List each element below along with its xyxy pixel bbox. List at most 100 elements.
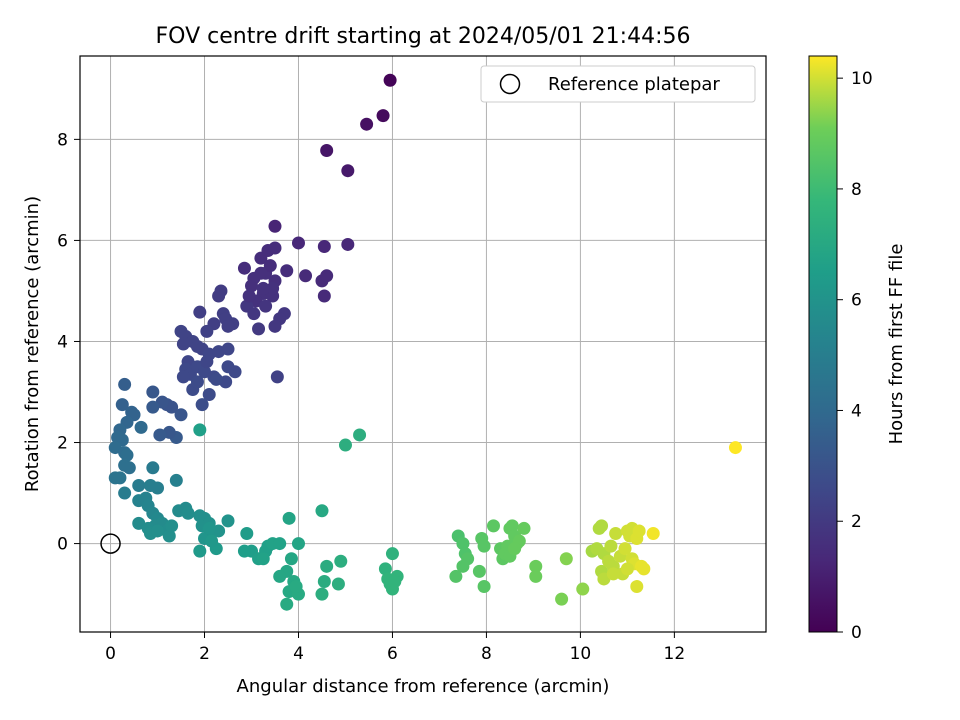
scatter-point	[132, 478, 146, 492]
scatter-point	[632, 524, 646, 538]
y-tick-label: 2	[57, 434, 68, 454]
scatter-point	[555, 592, 569, 606]
scatter-point	[320, 143, 334, 157]
scatter-point	[353, 428, 367, 442]
scatter-point	[388, 574, 402, 588]
legend-box	[480, 65, 756, 103]
scatter-point	[477, 539, 491, 553]
scatter-point	[259, 299, 273, 313]
scatter-point	[165, 519, 179, 533]
scatter-point	[195, 398, 209, 412]
scatter-point	[268, 319, 282, 333]
scatter-point	[209, 372, 223, 386]
colorbar-ticks: 0 2 4 6 8 10	[837, 69, 873, 643]
scatter-point	[122, 461, 136, 475]
reference-platepar-marker	[100, 533, 121, 554]
scatter-point	[193, 423, 207, 437]
colorbar-tick-label: 4	[851, 401, 862, 421]
scatter-point	[146, 385, 160, 399]
x-tick-label: 0	[105, 644, 116, 664]
plot-frame	[79, 55, 767, 633]
scatter-point	[289, 580, 303, 594]
scatter-point	[200, 324, 214, 338]
scatter-point	[202, 521, 216, 535]
scatter-point	[273, 569, 287, 583]
scatter-point	[590, 542, 604, 556]
scatter-point	[637, 562, 651, 576]
scatter-point	[280, 597, 294, 611]
scatter-point	[630, 580, 644, 594]
scatter-point	[176, 370, 190, 384]
scatter-point	[221, 342, 235, 356]
scatter-point	[341, 164, 355, 178]
scatter-point	[284, 552, 298, 566]
scatter-point	[529, 559, 543, 573]
scatter-point	[282, 511, 296, 525]
chart-title: FOV centre drift starting at 2024/05/01 …	[156, 24, 691, 49]
scatter-point	[266, 281, 280, 295]
scatter-point	[115, 398, 129, 412]
scatter-points	[100, 73, 742, 611]
scatter-point	[120, 448, 134, 462]
scatter-point	[576, 582, 590, 596]
grid-lines	[80, 56, 766, 632]
scatter-point	[221, 360, 235, 374]
scatter-point	[212, 289, 226, 303]
scatter-point	[118, 377, 132, 391]
reference-marker-icon	[499, 73, 521, 95]
scatter-point	[237, 544, 251, 558]
scatter-point	[529, 569, 543, 583]
scatter-point	[242, 289, 256, 303]
scatter-point	[153, 428, 167, 442]
y-axis-label: Rotation from reference (arcmin)	[22, 196, 43, 492]
y-tick-label: 8	[57, 130, 68, 150]
scatter-point	[237, 261, 251, 275]
scatter-point	[193, 305, 207, 319]
y-tick-label: 4	[57, 332, 68, 352]
colorbar-tick-label: 2	[851, 512, 862, 532]
scatter-point	[559, 552, 573, 566]
scatter-point	[517, 521, 531, 535]
scatter-point	[174, 408, 188, 422]
x-tick-label: 8	[481, 644, 492, 664]
x-axis-label: Angular distance from reference (arcmin)	[237, 676, 610, 697]
scatter-point	[385, 547, 399, 561]
scatter-point	[376, 109, 390, 123]
x-tick-label: 6	[387, 644, 398, 664]
scatter-point	[595, 519, 609, 533]
scatter-point	[604, 539, 618, 553]
scatter-point	[193, 544, 207, 558]
scatter-point	[146, 461, 160, 475]
scatter-point	[280, 264, 294, 278]
scatter-point	[247, 271, 261, 285]
y-tick-label: 6	[57, 231, 68, 251]
scatter-point	[378, 562, 392, 576]
scatter-point	[360, 117, 374, 131]
scatter-point	[456, 559, 470, 573]
scatter-point	[111, 430, 125, 444]
legend-label: Reference platepar	[548, 74, 720, 95]
scatter-point	[200, 355, 214, 369]
scatter-point	[315, 504, 329, 518]
scatter-point	[221, 514, 235, 528]
scatter-point	[146, 400, 160, 414]
colorbar-tick-label: 6	[851, 291, 862, 311]
scatter-point	[331, 577, 345, 591]
scatter-point	[618, 542, 632, 556]
colorbar-tick-label: 0	[851, 623, 862, 643]
x-axis-ticks: 0 2 4 6 8 10 12	[105, 632, 685, 664]
scatter-point	[320, 269, 334, 283]
y-axis-ticks: 0 2 4 6 8	[57, 130, 80, 555]
scatter-point	[169, 473, 183, 487]
scatter-point	[620, 562, 634, 576]
scatter-point	[181, 506, 195, 520]
scatter-point	[606, 567, 620, 581]
scatter-point	[383, 73, 397, 87]
colorbar: 0 2 4 6 8 10 Hours from first FF file	[808, 55, 907, 643]
scatter-point	[609, 526, 623, 540]
scatter-point	[202, 388, 216, 402]
y-tick-label: 0	[57, 535, 68, 555]
scatter-point	[273, 537, 287, 551]
scatter-point	[320, 559, 334, 573]
scatter-point	[456, 537, 470, 551]
